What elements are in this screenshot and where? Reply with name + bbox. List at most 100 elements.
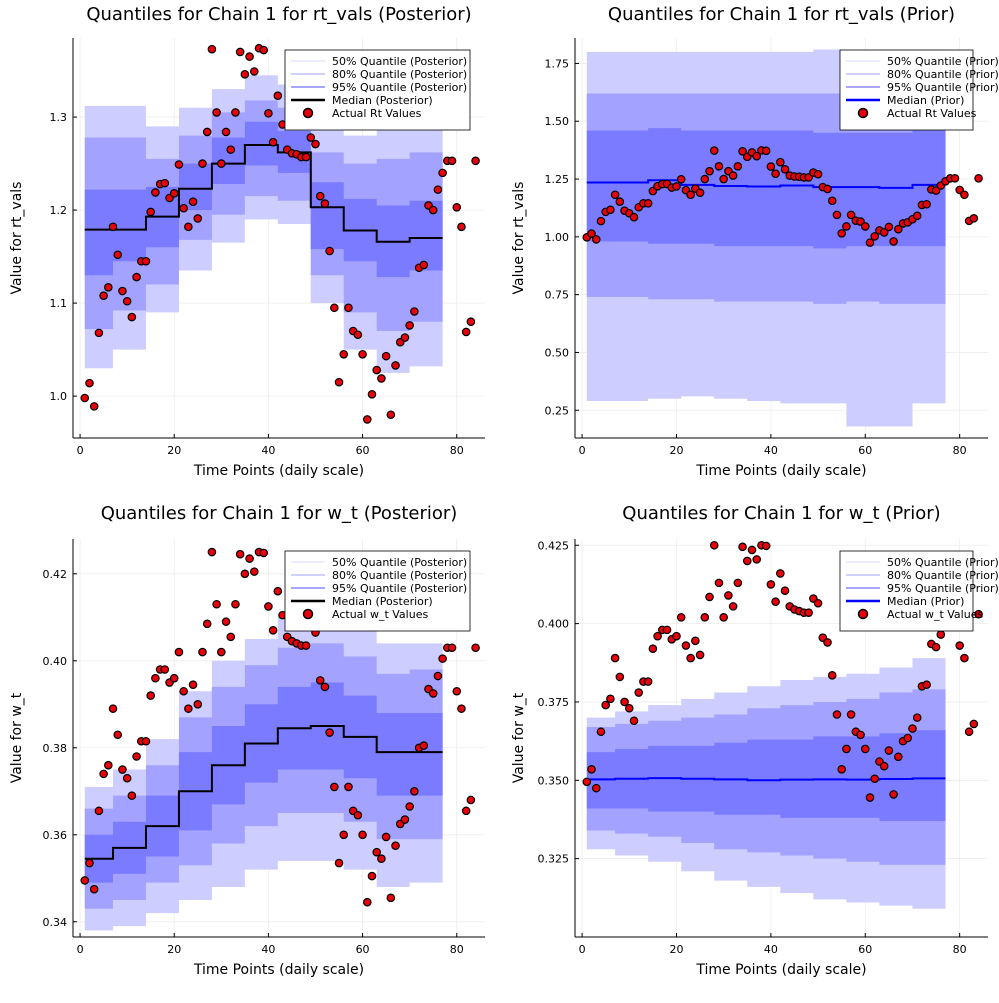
actual-point (846, 710, 856, 719)
band-50-quantile (84, 121, 443, 278)
actual-point (264, 109, 273, 118)
actual-point (813, 169, 823, 179)
actual-point (676, 613, 686, 622)
actual-point (174, 647, 184, 657)
actual-point (273, 586, 283, 596)
actual-point (714, 162, 724, 171)
actual-point (207, 44, 217, 54)
x-tick-label: 60 (356, 943, 370, 956)
actual-point (438, 168, 447, 178)
actual-point (405, 321, 414, 330)
actual-point (113, 730, 123, 740)
actual-point (705, 592, 714, 602)
actual-point (969, 214, 979, 223)
actual-point (386, 410, 396, 420)
x-tick-label: 0 (77, 444, 84, 457)
actual-point (457, 222, 466, 232)
legend-label: Actual Rt Values (332, 107, 422, 120)
actual-point (249, 567, 259, 576)
actual-point (733, 162, 743, 171)
actual-point (884, 746, 894, 755)
plot-area (80, 547, 480, 931)
actual-point (362, 415, 372, 424)
actual-point (169, 189, 179, 198)
legend-label: Actual Rt Values (887, 107, 977, 120)
actual-point (912, 211, 922, 221)
x-tick-label: 40 (261, 444, 275, 457)
actual-points (582, 540, 983, 802)
actual-point (620, 697, 629, 707)
actual-point (742, 556, 752, 566)
actual-point (249, 67, 259, 76)
actual-point (648, 644, 658, 653)
actual-point (870, 774, 880, 784)
legend-swatch-marker (302, 107, 314, 119)
actual-point (752, 555, 762, 564)
actual-point (226, 632, 236, 642)
actual-point (447, 643, 457, 653)
y-tick-label: 1.3 (50, 111, 68, 124)
actual-point (353, 330, 363, 340)
legend-label: 80% Quantile (Prior) (887, 569, 999, 582)
actual-point (610, 653, 620, 663)
actual-point (931, 642, 941, 652)
legend-label: Median (Prior) (887, 94, 964, 107)
plot-area (80, 43, 480, 424)
actual-point (334, 858, 344, 868)
actual-point (471, 643, 480, 653)
actual-point (221, 127, 231, 137)
y-tick-label: 0.38 (43, 742, 68, 755)
x-tick-label: 20 (669, 943, 683, 956)
actual-point (457, 704, 466, 713)
actual-point (629, 212, 639, 222)
actual-point (315, 676, 325, 685)
actual-point (714, 578, 724, 588)
actual-points (80, 43, 480, 424)
actual-point (653, 631, 662, 641)
actual-point (240, 569, 250, 579)
actual-point (362, 897, 372, 907)
actual-point (400, 815, 410, 824)
actual-point (320, 199, 330, 208)
actual-point (936, 630, 946, 639)
actual-point (315, 191, 325, 201)
actual-point (80, 393, 90, 403)
x-tick-label: 60 (858, 943, 872, 956)
actual-point (452, 203, 462, 212)
legend: 50% Quantile (Prior)80% Quantile (Prior)… (839, 49, 999, 131)
actual-point (705, 166, 714, 176)
actual-points (582, 146, 983, 247)
actual-point (160, 665, 170, 674)
y-tick-label: 1.50 (545, 115, 570, 128)
actual-point (235, 549, 245, 559)
actual-point (761, 541, 771, 551)
actual-point (823, 638, 832, 647)
legend-label: 50% Quantile (Prior) (887, 556, 999, 569)
legend-swatch-marker (857, 107, 869, 119)
actual-point (198, 647, 207, 657)
actual-point (377, 374, 386, 383)
legend-label: 80% Quantile (Posterior) (332, 68, 467, 81)
y-axis-label: Value for w_t (511, 692, 527, 783)
actual-point (358, 349, 367, 359)
actual-point (591, 783, 601, 793)
actual-point (344, 782, 353, 792)
actual-point (624, 703, 634, 713)
actual-point (320, 682, 330, 692)
actual-point (179, 203, 188, 213)
actual-point (301, 152, 311, 162)
actual-point (89, 884, 99, 894)
actual-point (884, 222, 894, 232)
actual-point (85, 378, 94, 388)
y-axis-label: Value for w_t (9, 692, 25, 783)
x-tick-label: 40 (764, 943, 778, 956)
actual-point (118, 286, 127, 296)
actual-point (700, 174, 710, 184)
actual-point (118, 765, 127, 774)
actual-point (461, 806, 471, 816)
y-tick-label: 0.325 (538, 853, 570, 866)
actual-point (738, 542, 747, 552)
actual-point (629, 716, 639, 726)
y-tick-label: 1.1 (50, 297, 68, 310)
actual-point (240, 69, 250, 79)
